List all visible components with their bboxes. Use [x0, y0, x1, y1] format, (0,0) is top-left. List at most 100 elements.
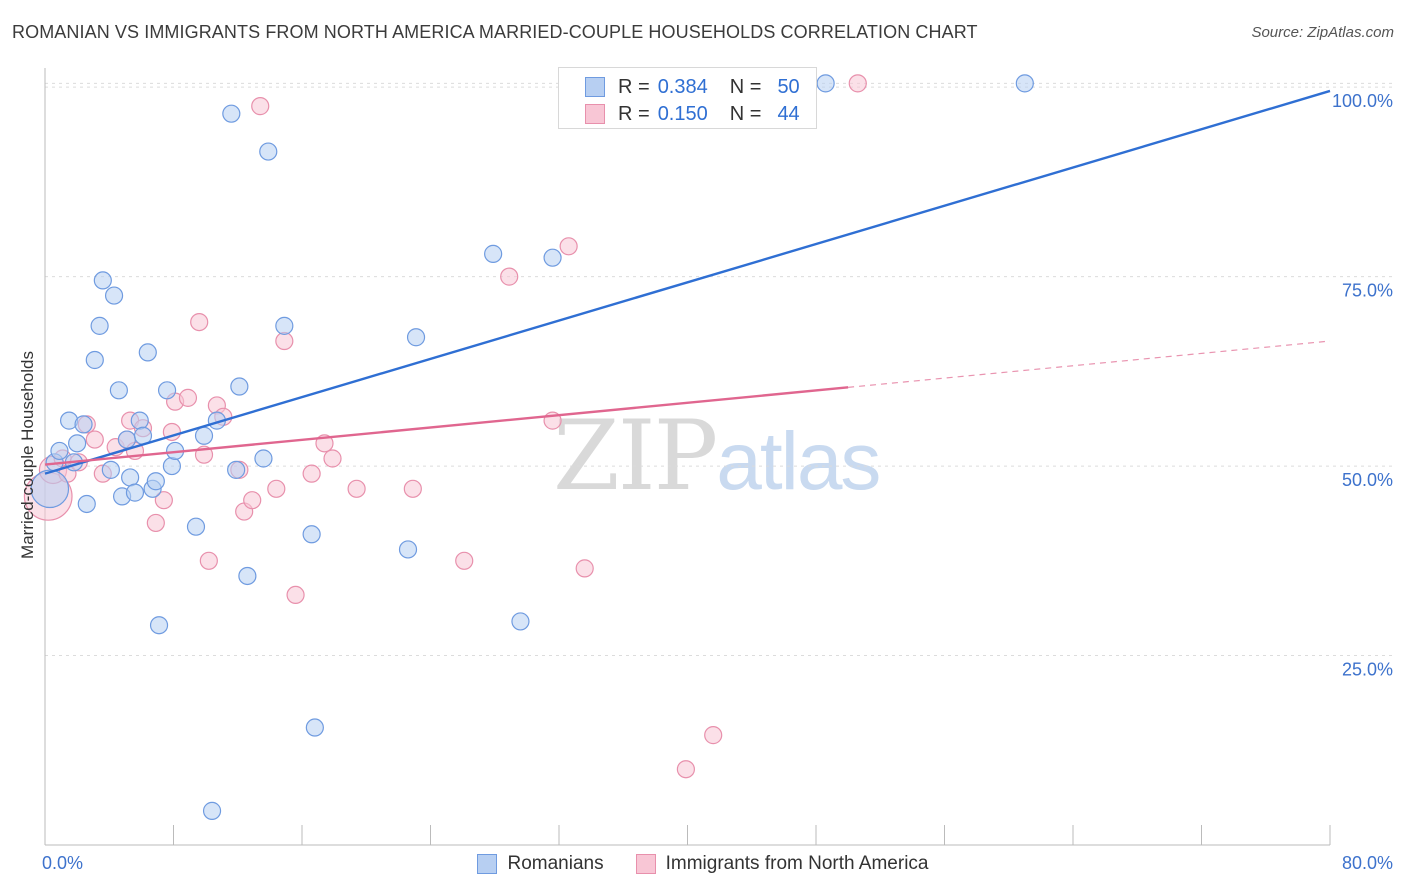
- romanian-point: [125, 483, 145, 502]
- trend-line-immigrants: [44, 386, 849, 466]
- romanian-point: [305, 718, 324, 737]
- points-layer: [23, 74, 1034, 820]
- romanian-point: [104, 286, 124, 305]
- trend-line-romanians: [44, 89, 1331, 475]
- immigrant-point: [286, 585, 305, 605]
- y-tick-label: 50.0%: [1342, 470, 1393, 490]
- legend-n-label: N =: [729, 102, 762, 125]
- watermark: ZIPatlas: [553, 400, 881, 512]
- romanian-point: [543, 248, 562, 267]
- romanian-point: [1015, 74, 1034, 93]
- romanian-point: [275, 316, 294, 335]
- romanian-point: [259, 142, 278, 161]
- romanian-point: [130, 411, 149, 430]
- immigrant-point: [243, 491, 262, 510]
- legend-r-label: R =: [618, 75, 650, 98]
- romanian-point: [90, 316, 109, 335]
- immigrant-point: [403, 479, 422, 498]
- romanian-point: [194, 426, 214, 445]
- x-tick-label-min: 0.0%: [42, 853, 83, 873]
- romanian-point: [398, 540, 418, 559]
- immigrant-point: [146, 513, 165, 533]
- tick-label-layer: 25.0% 50.0% 75.0% 100.0% 0.0% 80.0%: [42, 91, 1393, 873]
- immigrant-point: [455, 551, 474, 570]
- legend-row-romanians: R = 0.384 N = 50: [585, 74, 800, 100]
- immigrant-point: [704, 726, 723, 745]
- legend-label-immigrants: Immigrants from North America: [665, 853, 929, 874]
- immigrant-point: [178, 388, 198, 407]
- romanian-point: [68, 434, 87, 453]
- chart-title: ROMANIAN VS IMMIGRANTS FROM NORTH AMERIC…: [12, 22, 978, 42]
- immigrant-point: [676, 760, 695, 779]
- immigrant-point: [251, 97, 270, 116]
- immigrant-point: [154, 491, 173, 510]
- romanian-point: [162, 456, 181, 476]
- immigrant-point: [302, 464, 321, 483]
- legend-r-value: 0.150: [657, 102, 708, 125]
- legend-n-label: N =: [729, 75, 762, 98]
- immigrant-point: [848, 74, 867, 93]
- trend-line-extension: [848, 340, 1331, 388]
- legend-swatch-pink: [585, 104, 605, 124]
- romanian-point: [85, 350, 104, 370]
- legend-r-value: 0.384: [657, 75, 708, 98]
- romanian-point: [50, 441, 69, 461]
- source-label: Source: ZipAtlas.com: [1251, 24, 1394, 41]
- romanian-point: [101, 460, 120, 479]
- romanian-point: [302, 525, 321, 544]
- legend-row-immigrants: R = 0.150 N = 44: [585, 101, 800, 127]
- legend-swatch-blue: [585, 77, 605, 97]
- y-tick-label: 75.0%: [1342, 281, 1393, 301]
- romanian-point: [254, 449, 273, 468]
- romanian-point: [149, 616, 169, 635]
- y-tick-label: 25.0%: [1342, 660, 1393, 680]
- romanian-point: [222, 104, 241, 123]
- legend-swatch-pink: [635, 854, 656, 874]
- immigrant-point: [500, 267, 519, 286]
- axis-layer: [44, 68, 1331, 846]
- romanian-point: [230, 377, 249, 396]
- romanian-point: [30, 469, 70, 509]
- romanian-point: [146, 472, 165, 491]
- legend-swatch-blue: [477, 854, 498, 874]
- legend-label-romanians: Romanians: [507, 853, 604, 874]
- romanian-point: [484, 244, 503, 263]
- immigrant-point: [267, 479, 286, 498]
- immigrant-point: [275, 331, 294, 351]
- immigrant-point: [199, 551, 218, 570]
- romanian-point: [93, 271, 112, 290]
- romanian-point: [74, 415, 93, 434]
- series-legend: Romanians Immigrants from North America: [0, 850, 1406, 878]
- immigrant-point: [323, 449, 342, 468]
- romanian-point: [77, 494, 96, 514]
- romanian-point: [117, 430, 137, 449]
- romanian-point: [202, 801, 222, 820]
- immigrant-point: [575, 559, 594, 578]
- watermark-zip: ZIP: [553, 400, 718, 512]
- romanian-point: [157, 381, 177, 400]
- immigrant-point: [347, 479, 366, 498]
- romanian-point: [109, 381, 128, 400]
- immigrant-point: [190, 312, 209, 332]
- romanian-point: [406, 328, 426, 347]
- x-tick-label-max: 80.0%: [1342, 853, 1393, 873]
- romanian-point: [816, 74, 835, 93]
- romanian-point: [186, 517, 206, 536]
- watermark-atlas: atlas: [716, 416, 881, 507]
- legend-n-value: 44: [777, 102, 800, 125]
- correlation-legend: R = 0.384 N = 50 R = 0.150 N = 44: [558, 67, 817, 129]
- legend-item-immigrants[interactable]: Immigrants from North America: [635, 853, 929, 875]
- trend-layer: [44, 89, 1331, 475]
- romanian-point: [511, 612, 530, 631]
- legend-n-value: 50: [777, 75, 800, 98]
- y-tick-label: 100.0%: [1332, 91, 1393, 111]
- legend-item-romanians[interactable]: Romanians: [477, 853, 604, 875]
- immigrant-point: [559, 237, 578, 256]
- romanian-point: [227, 460, 246, 479]
- immigrant-point: [85, 430, 104, 449]
- romanian-point: [121, 468, 140, 487]
- romanian-point: [238, 566, 257, 586]
- legend-r-label: R =: [618, 102, 650, 125]
- y-axis-label: Married-couple Households: [18, 351, 37, 559]
